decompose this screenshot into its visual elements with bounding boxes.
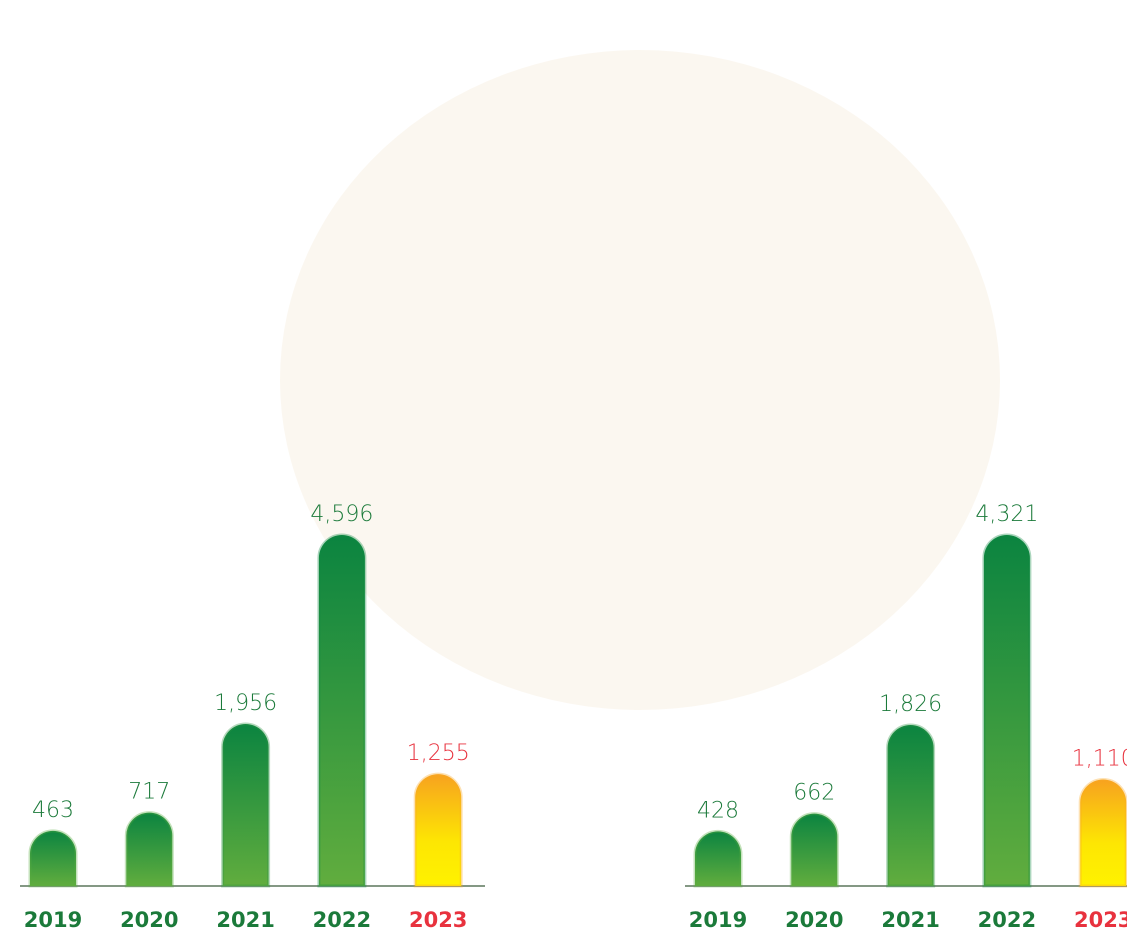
category-label: 2021 [216, 908, 274, 932]
value-label: 662 [793, 781, 835, 806]
bar [126, 813, 172, 886]
value-label: 4,321 [975, 502, 1038, 527]
bar [984, 535, 1030, 886]
value-label: 1,826 [879, 692, 942, 717]
value-label: 1,956 [214, 691, 277, 716]
value-label: 428 [697, 798, 739, 823]
category-label: 2019 [24, 908, 82, 932]
category-label: 2020 [120, 908, 178, 932]
category-label: 2022 [313, 908, 371, 932]
bar [30, 831, 76, 886]
page: {"chart_data": [ {"type": "bar", "catego… [0, 0, 1127, 933]
bar [888, 725, 934, 886]
background-ornament [280, 50, 1000, 710]
bar [695, 831, 741, 886]
category-label: 2020 [785, 908, 843, 932]
category-label: 2019 [689, 908, 747, 932]
category-label: 2023 [1074, 908, 1127, 932]
category-label: 2022 [978, 908, 1036, 932]
value-label: 717 [128, 780, 170, 805]
bar [319, 535, 365, 886]
bar [415, 774, 461, 886]
value-label: 463 [32, 798, 74, 823]
category-label: 2021 [881, 908, 939, 932]
category-label: 2023 [409, 908, 467, 932]
chart: 463 2019 717 2020 1,956 2021 4,596 2022 1,255 202… [0, 0, 1127, 933]
bar [1080, 779, 1126, 886]
value-label: 4,596 [310, 502, 373, 527]
bar [791, 814, 837, 886]
bar [223, 724, 269, 886]
value-label: 1,110 [1072, 746, 1127, 771]
value-label: 1,255 [407, 741, 470, 766]
